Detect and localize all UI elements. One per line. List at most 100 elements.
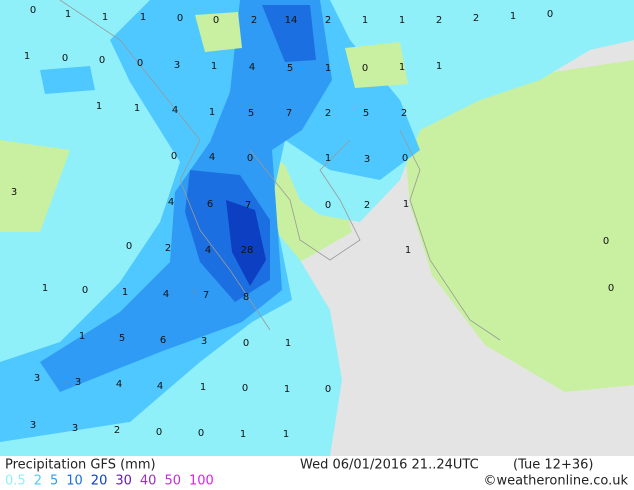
map-title: Precipitation GFS (mm) bbox=[5, 458, 156, 473]
precip-value: 1 bbox=[240, 429, 246, 440]
legend-value: 20 bbox=[91, 474, 108, 489]
legend-value: 50 bbox=[164, 474, 181, 489]
precip-value: 1 bbox=[362, 15, 368, 26]
precip-value: 0 bbox=[603, 236, 609, 247]
precip-value: 4 bbox=[249, 62, 255, 73]
precip-value: 4 bbox=[172, 105, 178, 116]
precip-value: 3 bbox=[34, 373, 40, 384]
precip-value: 1 bbox=[284, 384, 290, 395]
precip-value: 0 bbox=[325, 384, 331, 395]
precip-value: 0 bbox=[137, 58, 143, 69]
legend-value: 30 bbox=[115, 474, 132, 489]
precip-value: 1 bbox=[200, 382, 206, 393]
precip-value: 5 bbox=[287, 63, 293, 74]
precip-value: 0 bbox=[547, 9, 553, 20]
precip-value: 4 bbox=[163, 289, 169, 300]
coastline bbox=[399, 129, 501, 341]
precip-value: 2 bbox=[251, 15, 257, 26]
precip-value: 1 bbox=[79, 331, 85, 342]
precip-value: 3 bbox=[201, 336, 207, 347]
legend-value: 10 bbox=[66, 474, 83, 489]
legend-value: 0.5 bbox=[5, 474, 26, 489]
precip-value: 0 bbox=[177, 13, 183, 24]
precip-value: 3 bbox=[75, 377, 81, 388]
precip-value: 2 bbox=[325, 15, 331, 26]
precip-value: 0 bbox=[171, 151, 177, 162]
precip-value: 2 bbox=[473, 13, 479, 24]
precip-value: 0 bbox=[126, 241, 132, 252]
precip-value: 3 bbox=[72, 423, 78, 434]
precip-value: 0 bbox=[62, 53, 68, 64]
precip-value: 2 bbox=[165, 243, 171, 254]
precip-value: 0 bbox=[243, 338, 249, 349]
precip-value: 7 bbox=[203, 290, 209, 301]
precip-value: 1 bbox=[42, 283, 48, 294]
coastline bbox=[249, 139, 361, 261]
precip-value: 1 bbox=[102, 12, 108, 23]
precip-value: 0 bbox=[402, 153, 408, 164]
precip-value: 4 bbox=[116, 379, 122, 390]
precip-value: 2 bbox=[325, 108, 331, 119]
land-turkey bbox=[400, 60, 634, 392]
precip-value: 1 bbox=[399, 15, 405, 26]
footer-bar bbox=[0, 456, 634, 490]
precip-value: 1 bbox=[24, 51, 30, 62]
precip-value: 4 bbox=[168, 197, 174, 208]
precip-value: 4 bbox=[157, 381, 163, 392]
precip-value: 1 bbox=[510, 11, 516, 22]
precip-value: 5 bbox=[363, 108, 369, 119]
precip-value: 6 bbox=[207, 199, 213, 210]
legend: 0.5 2 5 10 20 30 40 50 100 bbox=[5, 474, 214, 489]
legend-value: 100 bbox=[189, 474, 214, 489]
map-labels: 0 1 1 1 0 0 2 14 2 1 1 2 2 1 01 0 0 0 3 1 4 5 1 0 1 11 1 4 1 5 7 2 5 20 4 0… bbox=[11, 5, 614, 440]
land-patches bbox=[0, 12, 408, 228]
precip-area bbox=[262, 5, 316, 62]
precip-value: 1 bbox=[399, 62, 405, 73]
precip-value: 1 bbox=[436, 61, 442, 72]
precip-value: 1 bbox=[403, 199, 409, 210]
coastline bbox=[59, 0, 271, 331]
precip-value: 2 bbox=[436, 15, 442, 26]
land-patch bbox=[0, 178, 36, 228]
precip-value: 28 bbox=[241, 245, 254, 256]
precip-value: 3 bbox=[174, 60, 180, 71]
precip-value: 1 bbox=[211, 61, 217, 72]
precip-value: 5 bbox=[248, 108, 254, 119]
precip-value: 1 bbox=[209, 107, 215, 118]
precip-value: 1 bbox=[325, 153, 331, 164]
precip-value: 14 bbox=[285, 15, 298, 26]
precip-value: 0 bbox=[82, 285, 88, 296]
precip-value: 0 bbox=[30, 5, 36, 16]
precip-value: 0 bbox=[213, 15, 219, 26]
precip-area bbox=[226, 200, 266, 286]
precip-value: 1 bbox=[285, 338, 291, 349]
precip-value: 1 bbox=[134, 103, 140, 114]
precip-area bbox=[40, 66, 95, 94]
precip-value: 5 bbox=[119, 333, 125, 344]
precip-value: 0 bbox=[247, 153, 253, 164]
precip-value: 0 bbox=[362, 63, 368, 74]
precip-value: 0 bbox=[156, 427, 162, 438]
precip-value: 2 bbox=[114, 425, 120, 436]
precip-value: 0 bbox=[198, 428, 204, 439]
precip-value: 1 bbox=[405, 245, 411, 256]
precip-value: 1 bbox=[283, 429, 289, 440]
precip-value: 0 bbox=[325, 200, 331, 211]
valid-time: Wed 06/01/2016 21..24UTC bbox=[300, 458, 479, 473]
precip-value: 7 bbox=[245, 200, 251, 211]
precip-value: 0 bbox=[242, 383, 248, 394]
precip-value: 1 bbox=[325, 63, 331, 74]
precip-value: 2 bbox=[401, 108, 407, 119]
precip-value: 8 bbox=[243, 292, 249, 303]
precip-value: 3 bbox=[11, 187, 17, 198]
land-patch bbox=[345, 42, 408, 88]
precip-value: 6 bbox=[160, 335, 166, 346]
lead-time: (Tue 12+36) bbox=[513, 458, 593, 473]
credit: ©weatheronline.co.uk bbox=[483, 474, 628, 489]
precip-value: 0 bbox=[99, 55, 105, 66]
legend-value: 2 bbox=[34, 474, 42, 489]
coastlines bbox=[59, 0, 501, 341]
precip-value: 3 bbox=[364, 154, 370, 165]
